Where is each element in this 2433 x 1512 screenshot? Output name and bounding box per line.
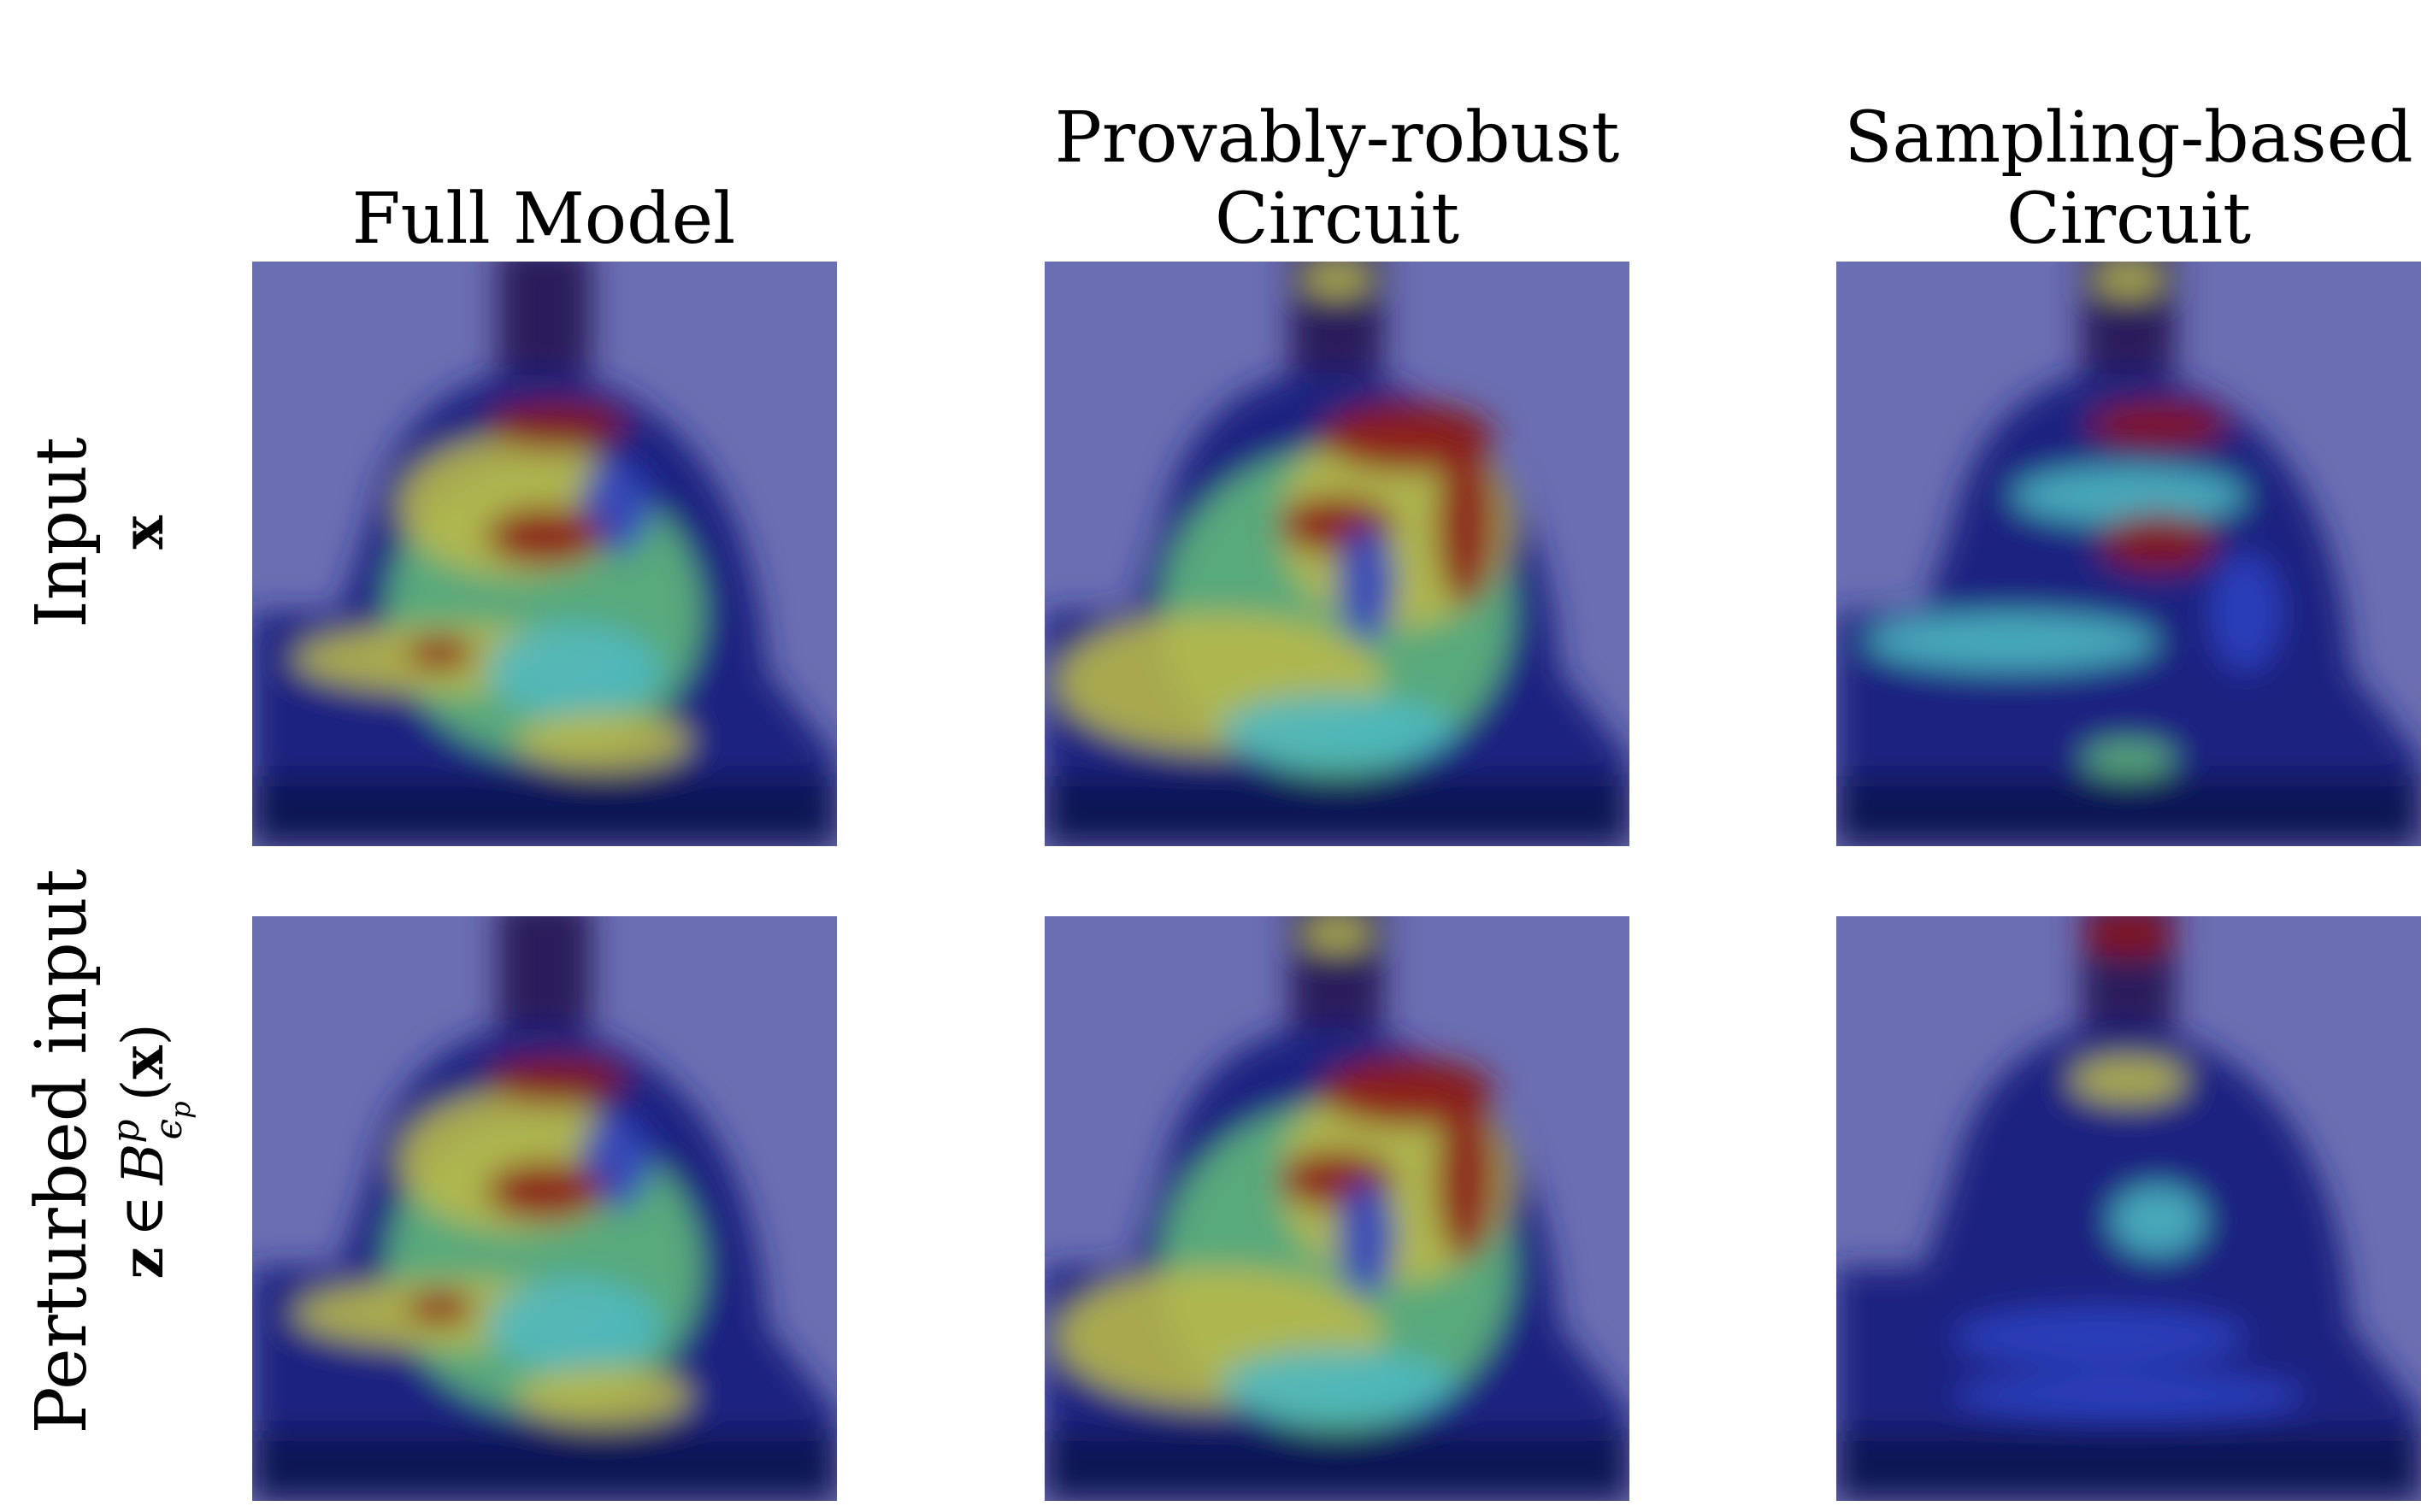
heat-blob xyxy=(486,1162,604,1221)
panel-object xyxy=(1045,916,1629,1501)
object-base xyxy=(1836,1430,2421,1501)
heat-blob xyxy=(2093,262,2165,297)
row-label: Input xyxy=(21,437,103,628)
heat-blob xyxy=(1436,1097,1495,1262)
object-base xyxy=(1045,775,1629,846)
row-math: x xyxy=(109,515,176,550)
object-base xyxy=(252,1430,837,1501)
column-title: Full Model xyxy=(352,179,736,260)
heat-blob xyxy=(1220,1349,1454,1420)
heat-blob xyxy=(1865,612,2159,671)
heat-blob xyxy=(2012,466,2246,525)
heatmap-panel xyxy=(252,916,837,1501)
column-title: Circuit xyxy=(2006,179,2251,260)
math-subsub: p xyxy=(164,1101,197,1118)
panel-object xyxy=(1045,262,1629,846)
heatmap-panel xyxy=(1045,916,1629,1501)
heat-blob xyxy=(486,402,627,449)
panel-object xyxy=(1836,916,2421,1501)
heat-blob xyxy=(486,1279,662,1373)
math-sub: ϵ xyxy=(147,1119,191,1140)
math-sup: p xyxy=(104,1119,148,1143)
heatmap-panel xyxy=(1836,262,2421,846)
column-title: Provably-robust xyxy=(1055,97,1620,179)
object-neck xyxy=(498,262,592,374)
heatmap-panel xyxy=(252,262,837,846)
column-title: Circuit xyxy=(1215,179,1459,260)
object-base xyxy=(252,775,837,846)
heatmap-panel xyxy=(1836,916,2421,1501)
object-body xyxy=(1836,1021,2421,1501)
heat-blob xyxy=(515,711,692,771)
math-close: ) xyxy=(110,1023,176,1045)
object-neck xyxy=(498,916,592,1028)
heat-blob xyxy=(2210,554,2281,671)
heat-blob xyxy=(515,1366,692,1426)
heat-blob xyxy=(404,1290,474,1326)
heat-blob xyxy=(404,635,474,671)
heat-blob xyxy=(1301,916,1373,952)
row-label: Perturbed input xyxy=(21,868,103,1433)
math-arg: x xyxy=(109,1045,176,1080)
heatmap-panel xyxy=(1045,262,1629,846)
object-base xyxy=(1836,775,2421,846)
panel-object xyxy=(252,262,837,846)
heat-blob xyxy=(1220,694,1454,765)
math-set: B xyxy=(110,1144,176,1186)
heat-blob xyxy=(486,1056,627,1103)
math-var: z xyxy=(109,1247,176,1279)
heat-blob xyxy=(2082,740,2176,776)
panel-object xyxy=(252,916,837,1501)
heat-blob xyxy=(1301,262,1373,297)
heat-blob xyxy=(1436,443,1495,607)
heat-blob xyxy=(2111,1185,2205,1256)
object-base xyxy=(1045,1430,1629,1501)
heat-blob xyxy=(2099,513,2217,572)
heat-blob xyxy=(1337,1179,1396,1297)
column-title: Sampling-based xyxy=(1844,97,2412,179)
heat-blob xyxy=(1953,1308,2246,1367)
heat-blob xyxy=(2088,402,2229,449)
heat-blob xyxy=(486,624,662,718)
panel-object xyxy=(1836,262,2421,846)
math-open: ( xyxy=(110,1080,176,1102)
heat-blob xyxy=(1953,1372,2305,1420)
heat-blob xyxy=(2070,1056,2188,1103)
row-math: z∈Bpϵp(x) xyxy=(104,1023,197,1279)
math-rel: ∈ xyxy=(110,1195,176,1237)
heat-blob xyxy=(1337,524,1396,642)
heat-blob xyxy=(486,507,604,566)
heat-blob xyxy=(2082,916,2176,957)
object-body xyxy=(1836,367,2421,846)
